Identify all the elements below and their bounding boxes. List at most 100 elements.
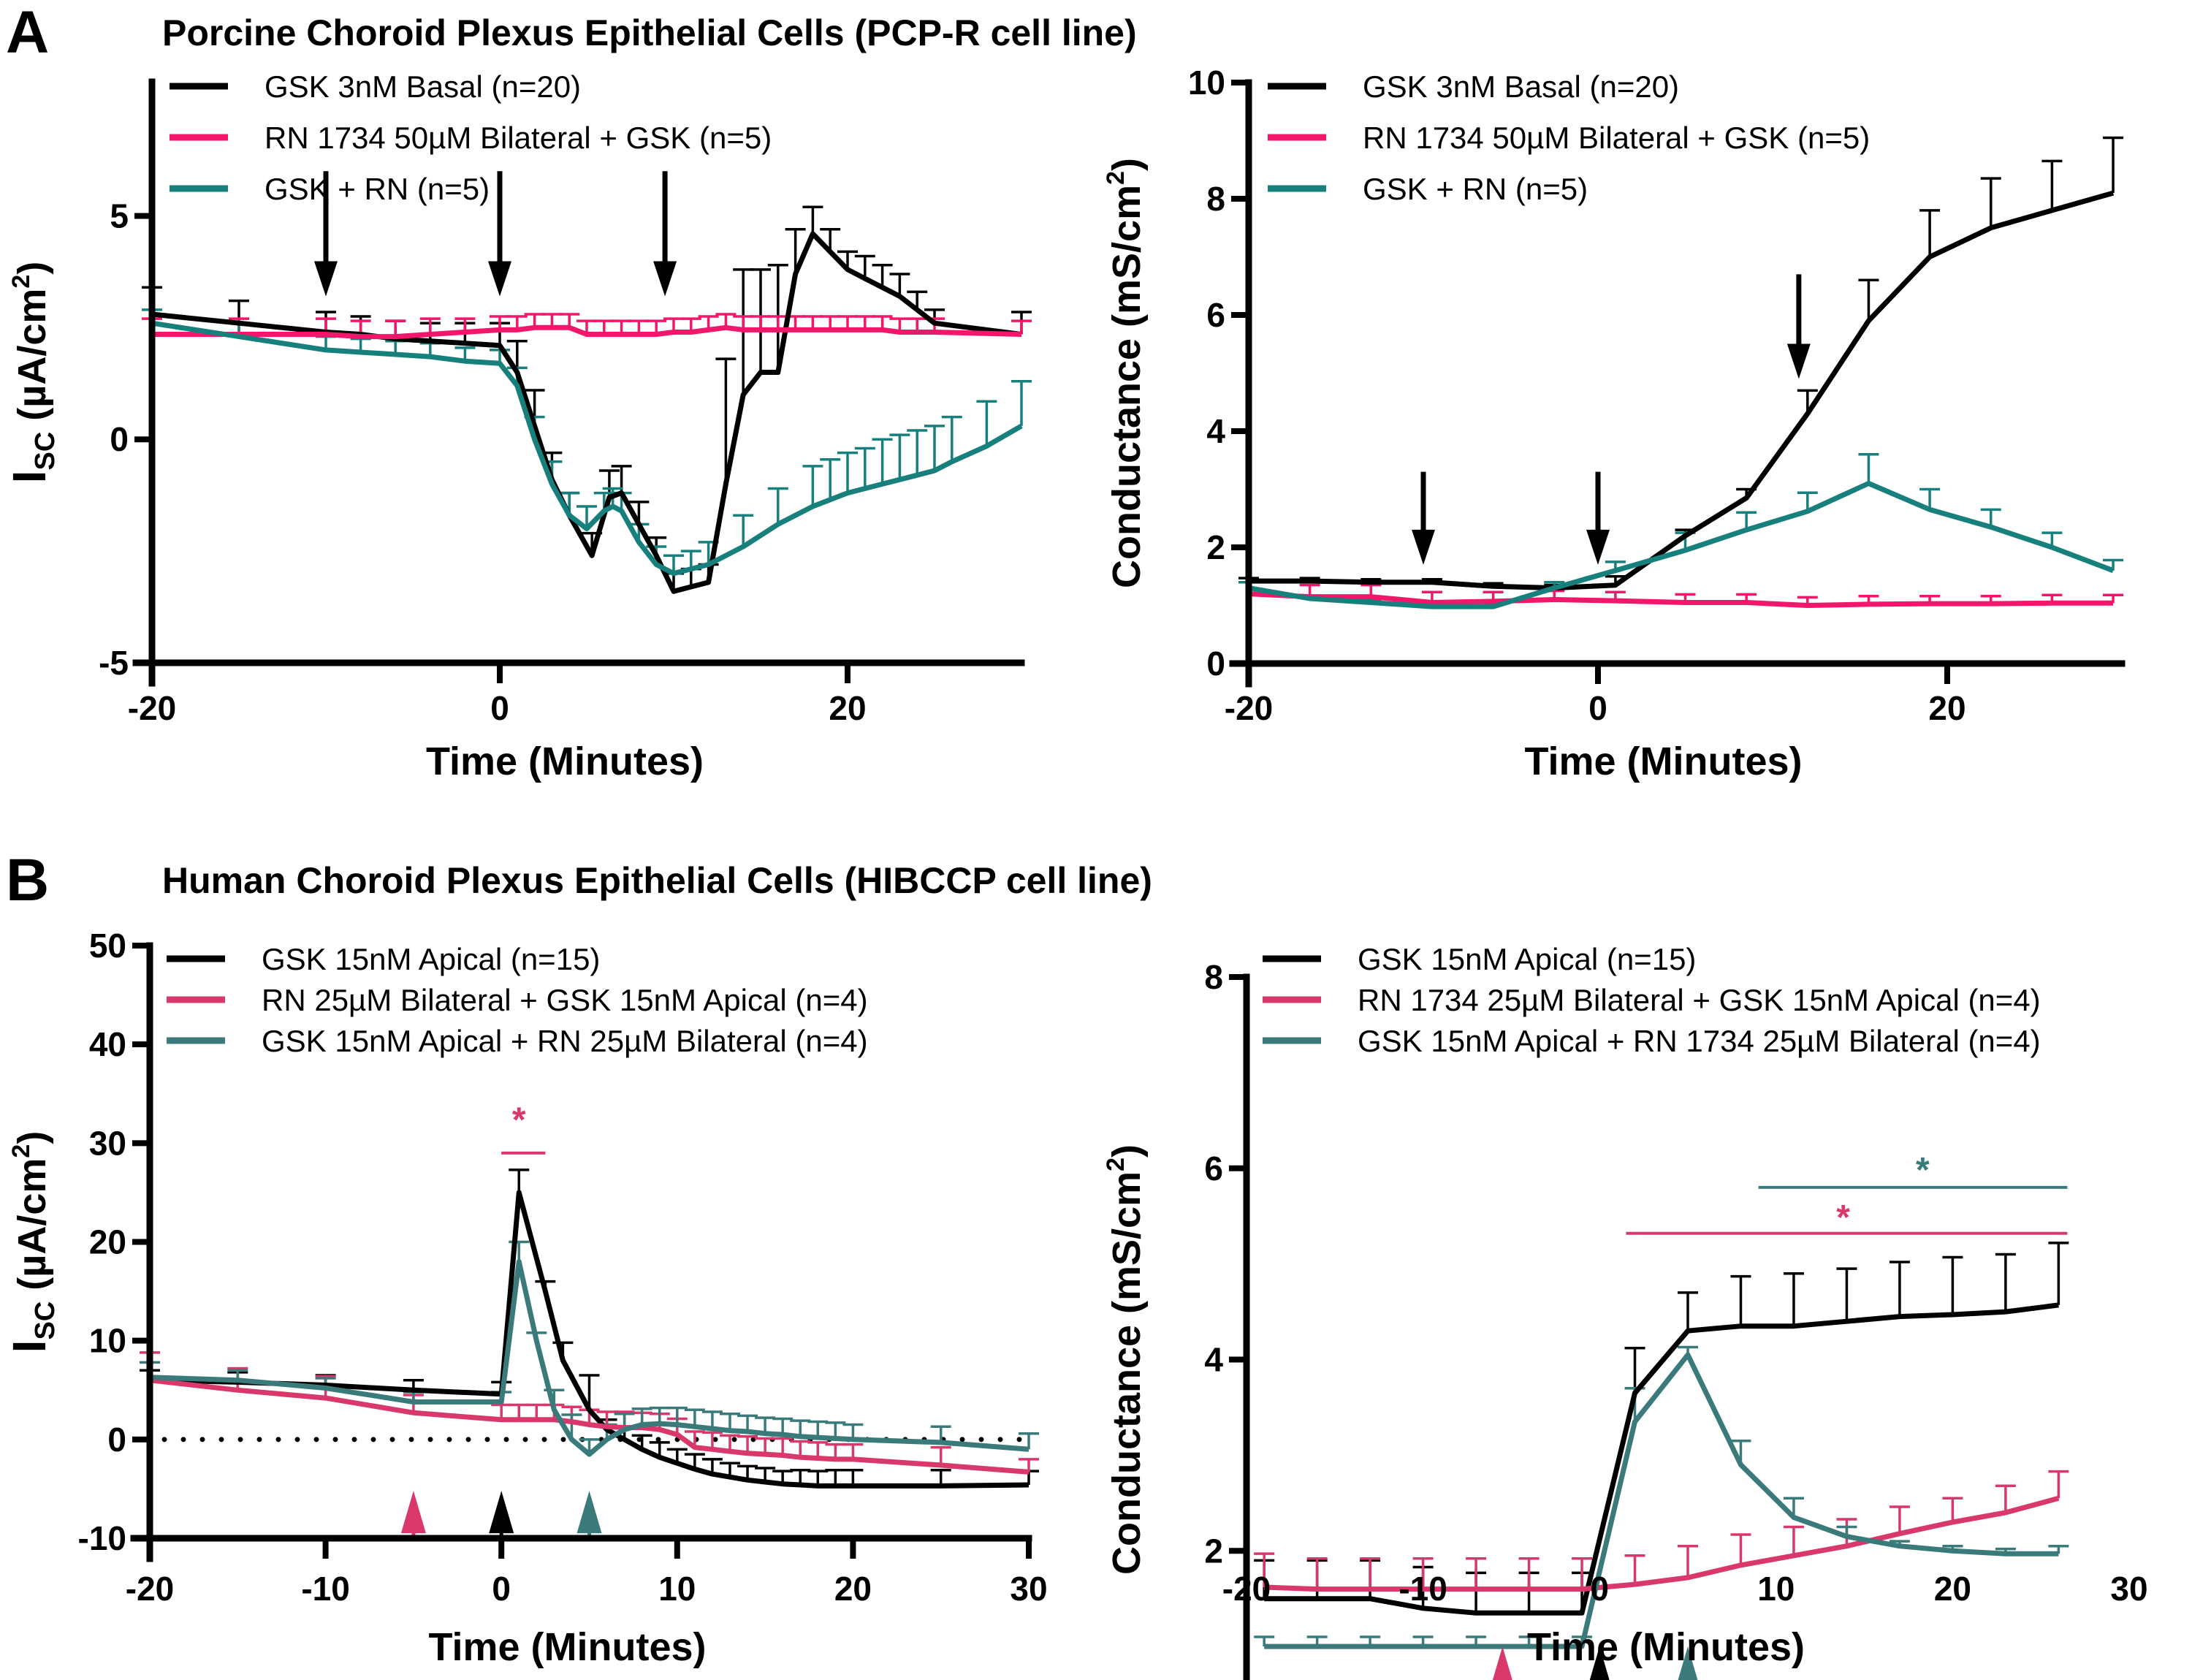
y-tick-label: 50 bbox=[89, 927, 126, 965]
legend-label: GSK 3nM Basal (n=20) bbox=[265, 69, 581, 104]
x-tick-label: 0 bbox=[1590, 1570, 1609, 1608]
y-axis-title: Conductance (mS/cm2) bbox=[1102, 158, 1149, 588]
series-line-1 bbox=[149, 1377, 1030, 1475]
significance-star: * bbox=[512, 1101, 526, 1140]
arrow-up-icon bbox=[1589, 1646, 1610, 1680]
x-tick-label: -20 bbox=[1225, 689, 1273, 727]
y-tick-label: 2 bbox=[1204, 1532, 1223, 1570]
y-title-close: ) bbox=[10, 262, 54, 275]
x-tick-label: 30 bbox=[2110, 1570, 2147, 1608]
y-tick-label: 10 bbox=[1188, 64, 1225, 102]
arrow-down-icon bbox=[314, 261, 338, 297]
y-tick-label: 0 bbox=[1206, 645, 1225, 683]
y-axis-title: ISC (µA/cm2) bbox=[3, 262, 61, 484]
x-tick-label: 20 bbox=[834, 1570, 872, 1608]
error-bars-0 bbox=[142, 205, 1032, 592]
y-title-close: ) bbox=[1105, 158, 1149, 171]
x-tick-label: 30 bbox=[1010, 1570, 1047, 1608]
legend-label: RN 1734 25µM Bilateral + GSK 15nM Apical… bbox=[1358, 983, 2041, 1017]
y-tick-label: 8 bbox=[1204, 958, 1223, 996]
legend-label: RN 1734 50µM Bilateral + GSK (n=5) bbox=[1363, 121, 1870, 155]
series-line-1 bbox=[152, 324, 1022, 340]
x-tick-label: 0 bbox=[492, 1570, 511, 1608]
y-title-sup: 2 bbox=[7, 1144, 35, 1158]
chart-b-right-conductance: **-20-10010203002468Time (Minutes)Conduc… bbox=[1102, 942, 2148, 1680]
error-bars-1 bbox=[1254, 1470, 2069, 1589]
legend: GSK 3nM Basal (n=20) RN 1734 50µM Bilater… bbox=[170, 69, 772, 206]
x-tick-label: -10 bbox=[1398, 1570, 1447, 1608]
legend: GSK 15nM Apical (n=15) RN 25µM Bilateral … bbox=[167, 942, 868, 1058]
panel-title-a: Porcine Choroid Plexus Epithelial Cells … bbox=[162, 12, 1137, 53]
y-title-sub: SC bbox=[30, 1301, 61, 1340]
arrow-up-icon bbox=[576, 1491, 602, 1534]
significance-star: * bbox=[1916, 1151, 1930, 1190]
y-tick-label: 20 bbox=[89, 1223, 126, 1261]
x-tick-label: 0 bbox=[490, 689, 509, 727]
x-tick-label: 20 bbox=[1928, 689, 1965, 727]
y-tick-label: 6 bbox=[1204, 1149, 1223, 1187]
x-tick-label: 0 bbox=[1588, 689, 1607, 727]
y-tick-label: 8 bbox=[1206, 180, 1225, 218]
x-tick-label: -20 bbox=[1222, 1570, 1271, 1608]
y-title-main: Conductance (mS/cm bbox=[1105, 1171, 1149, 1575]
legend: GSK 15nM Apical (n=15) RN 1734 25µM Bilat… bbox=[1263, 942, 2041, 1058]
x-axis-title: Time (Minutes) bbox=[1524, 740, 1802, 783]
y-title-main: I bbox=[3, 471, 56, 484]
y-tick-label: 5 bbox=[110, 197, 129, 235]
legend-label: GSK 15nM Apical + RN 25µM Bilateral (n=4… bbox=[262, 1024, 868, 1058]
x-tick-label: 20 bbox=[829, 689, 866, 727]
y-title-sup: 2 bbox=[1102, 171, 1130, 185]
panel-letter-b: B bbox=[6, 847, 49, 913]
chart-a-left-isc: -20 0 20 -5 0 5 Time (Minutes) ISC (µA/cm2) GSK … bbox=[3, 69, 1032, 783]
x-tick-label: 20 bbox=[1934, 1570, 1971, 1608]
y-axis-title: Conductance (mS/cm2) bbox=[1102, 1144, 1149, 1575]
panel-letter-a: A bbox=[6, 0, 49, 66]
legend-label: GSK + RN (n=5) bbox=[265, 172, 490, 206]
x-axis-title: Time (Minutes) bbox=[428, 1625, 706, 1669]
series-line-2 bbox=[151, 320, 1023, 577]
series-line-0 bbox=[1264, 1302, 2059, 1616]
x-axis-title: Time (Minutes) bbox=[1527, 1625, 1805, 1669]
series-line-1 bbox=[1248, 591, 2114, 608]
x-tick-label: -20 bbox=[128, 689, 176, 727]
x-tick-label: -10 bbox=[301, 1570, 349, 1608]
y-title-close: ) bbox=[1105, 1144, 1149, 1158]
legend-label: GSK 3nM Basal (n=20) bbox=[1363, 69, 1679, 104]
y-tick-label: 6 bbox=[1206, 296, 1225, 334]
y-title-close: ) bbox=[10, 1131, 54, 1144]
y-tick-label: 40 bbox=[89, 1025, 126, 1063]
legend: GSK 3nM Basal (n=20) RN 1734 50µM Bilater… bbox=[1268, 69, 1870, 206]
legend-label: GSK 15nM Apical (n=15) bbox=[1358, 942, 1696, 976]
y-title-unit: (µA/cm bbox=[10, 1158, 54, 1301]
panel-title-b: Human Choroid Plexus Epithelial Cells (H… bbox=[162, 860, 1152, 901]
series-line-0 bbox=[1249, 190, 2115, 591]
arrow-down-icon bbox=[653, 261, 677, 297]
y-tick-label: 0 bbox=[110, 420, 129, 458]
x-tick-label: 10 bbox=[658, 1570, 696, 1608]
y-tick-label: -10 bbox=[78, 1519, 126, 1557]
arrow-up-icon bbox=[489, 1491, 514, 1534]
y-title-sub: SC bbox=[30, 432, 61, 471]
y-title-main: I bbox=[3, 1340, 56, 1353]
series-line-2 bbox=[1248, 481, 2115, 609]
y-title-main: Conductance (mS/cm bbox=[1105, 185, 1149, 588]
x-tick-label: 10 bbox=[1757, 1570, 1795, 1608]
x-tick-label: -20 bbox=[126, 1570, 174, 1608]
y-tick-label: 0 bbox=[107, 1421, 126, 1459]
y-title-sup: 2 bbox=[7, 275, 35, 289]
y-title-sup: 2 bbox=[1102, 1158, 1130, 1171]
arrow-down-icon bbox=[1412, 529, 1435, 565]
arrow-up-icon bbox=[1678, 1646, 1698, 1680]
y-tick-label: -5 bbox=[99, 644, 129, 682]
y-tick-label: 10 bbox=[89, 1322, 126, 1360]
legend-label: GSK 15nM Apical (n=15) bbox=[262, 942, 600, 976]
error-bars-2 bbox=[140, 1240, 1039, 1455]
y-tick-label: 4 bbox=[1204, 1341, 1223, 1379]
arrow-down-icon bbox=[1586, 529, 1610, 565]
legend-label: GSK 15nM Apical + RN 1734 25µM Bilateral… bbox=[1358, 1024, 2041, 1058]
series-line-1 bbox=[1264, 1495, 2060, 1592]
legend-label: RN 1734 50µM Bilateral + GSK (n=5) bbox=[265, 121, 772, 155]
